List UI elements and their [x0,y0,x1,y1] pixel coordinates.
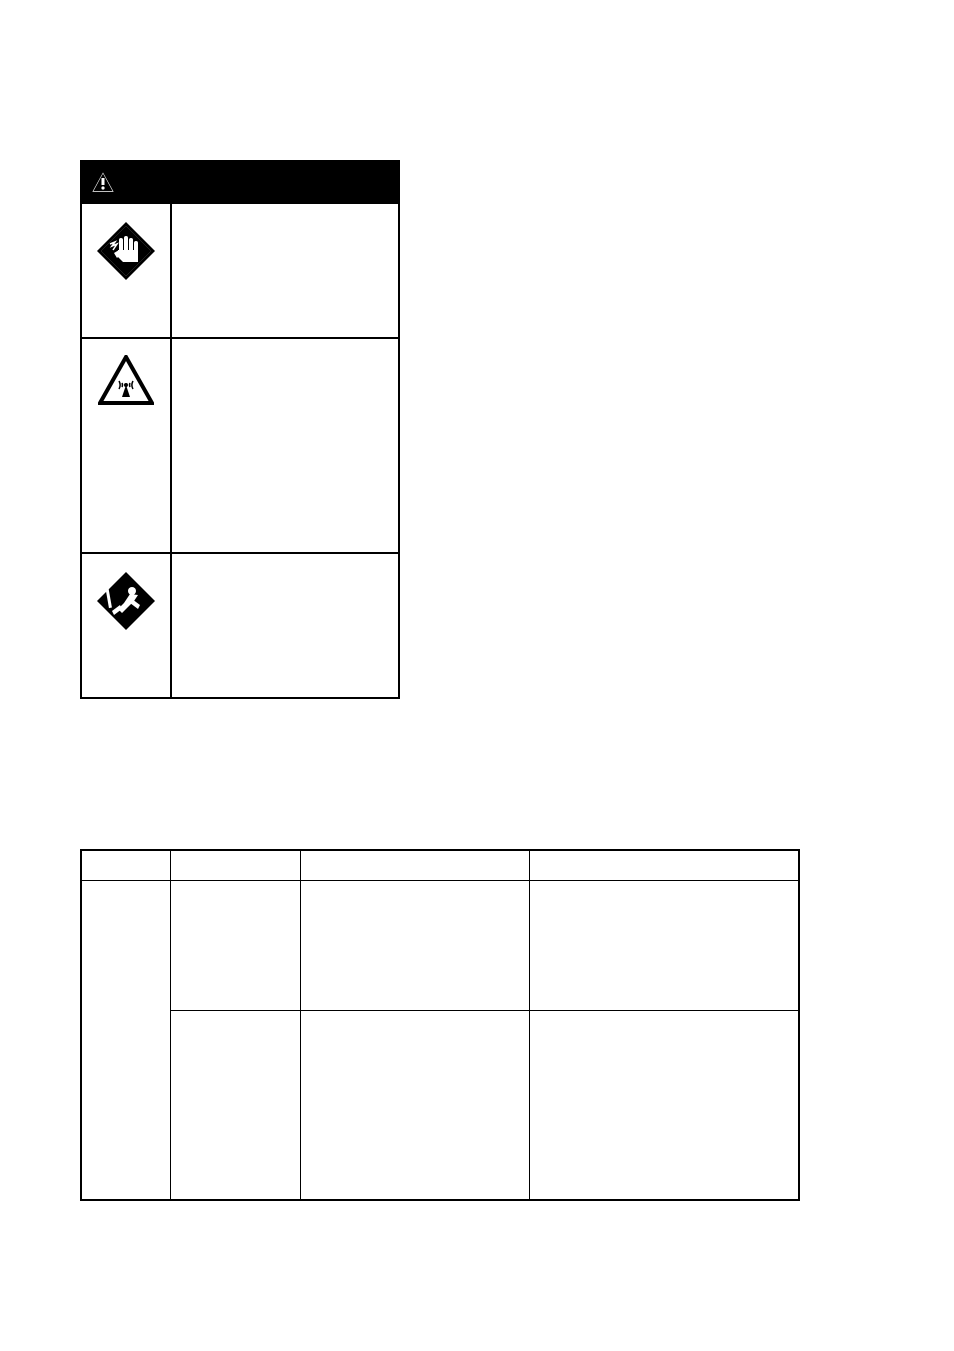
spec-header-2 [171,850,301,880]
radio-warning-icon [98,355,154,410]
spec-cell [171,880,301,1010]
spec-data-row [81,880,799,1010]
spec-cell [300,1010,529,1200]
safety-icon-cell [81,203,171,338]
safety-row-falling-person [81,553,399,698]
spec-header-row [81,850,799,880]
spec-cell [300,880,529,1010]
safety-text-cell [171,553,399,698]
falling-person-icon [95,570,157,637]
safety-icon-cell [81,338,171,553]
spec-cell [171,1010,301,1200]
spec-header-1 [81,850,171,880]
safety-row-radio-warning [81,338,399,553]
spec-cell [530,1010,799,1200]
safety-hazard-table [80,160,400,699]
spec-cell [81,880,171,1200]
safety-icon-cell [81,553,171,698]
safety-text-cell [171,203,399,338]
spec-header-3 [300,850,529,880]
spec-data-row [81,1010,799,1200]
spec-header-4 [530,850,799,880]
specification-table [80,849,800,1201]
safety-text-cell [171,338,399,553]
hand-shock-icon [95,220,157,287]
safety-table-header [81,161,399,203]
alert-triangle-icon [90,170,116,194]
safety-row-hand-shock [81,203,399,338]
spec-cell [530,880,799,1010]
